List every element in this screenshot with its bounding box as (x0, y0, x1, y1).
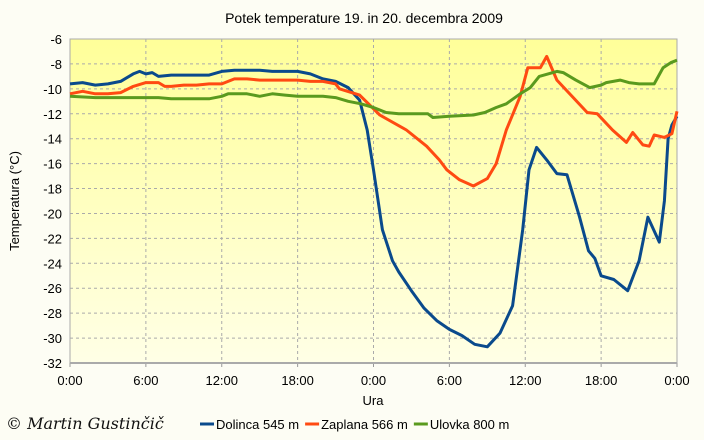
x-tick-label: 18:00 (281, 373, 314, 388)
y-tick-label: -16 (43, 157, 62, 172)
legend-label-ulovka: Ulovka 800 m (430, 417, 509, 432)
chart-title: Potek temperature 19. in 20. decembra 20… (225, 10, 503, 26)
y-axis-ticks: -6 -8 -10 -12 -14 -16 -18 -20 -22 -24 -26 -28 -30 -32 (43, 32, 62, 371)
x-tick-label: 0:00 (361, 373, 386, 388)
y-tick-label: -8 (50, 57, 62, 72)
y-tick-label: -30 (43, 331, 62, 346)
x-axis-label: Ura (363, 393, 385, 408)
y-tick-label: -32 (43, 356, 62, 371)
x-tick-label: 18:00 (585, 373, 618, 388)
series-line-ulovka (69, 58, 678, 119)
series-lines (69, 54, 679, 349)
y-tick-label: -12 (43, 107, 62, 122)
legend-label-zaplana: Zaplana 566 m (321, 417, 408, 432)
y-tick-label: -18 (43, 182, 62, 197)
y-tick-label: -28 (43, 306, 62, 321)
legend-label-dolinca: Dolinca 545 m (216, 417, 299, 432)
x-tick-label: 6:00 (133, 373, 158, 388)
y-tick-label: -10 (43, 82, 62, 97)
y-tick-label: -6 (50, 32, 62, 47)
x-tick-label: 0:00 (57, 373, 82, 388)
x-tick-label: 12:00 (205, 373, 238, 388)
x-tick-label: 6:00 (437, 373, 462, 388)
credit-signature: © Martin Gustinčič (6, 414, 164, 433)
series-line-zaplana (69, 54, 679, 188)
series-line-dolinca (69, 68, 679, 349)
y-tick-label: -26 (43, 281, 62, 296)
x-axis-ticks: 0:00 6:00 12:00 18:00 0:00 6:00 12:00 18:00 0:00 (57, 362, 690, 388)
y-tick-label: -14 (43, 132, 62, 147)
y-tick-label: -20 (43, 206, 62, 221)
y-axis-label: Temperatura (°C) (7, 151, 22, 251)
x-tick-label: 12:00 (509, 373, 542, 388)
legend: Dolinca 545 m Zaplana 566 m Ulovka 800 m (200, 417, 509, 432)
x-tick-label: 0:00 (664, 373, 689, 388)
y-tick-label: -22 (43, 231, 62, 246)
y-tick-label: -24 (43, 256, 62, 271)
